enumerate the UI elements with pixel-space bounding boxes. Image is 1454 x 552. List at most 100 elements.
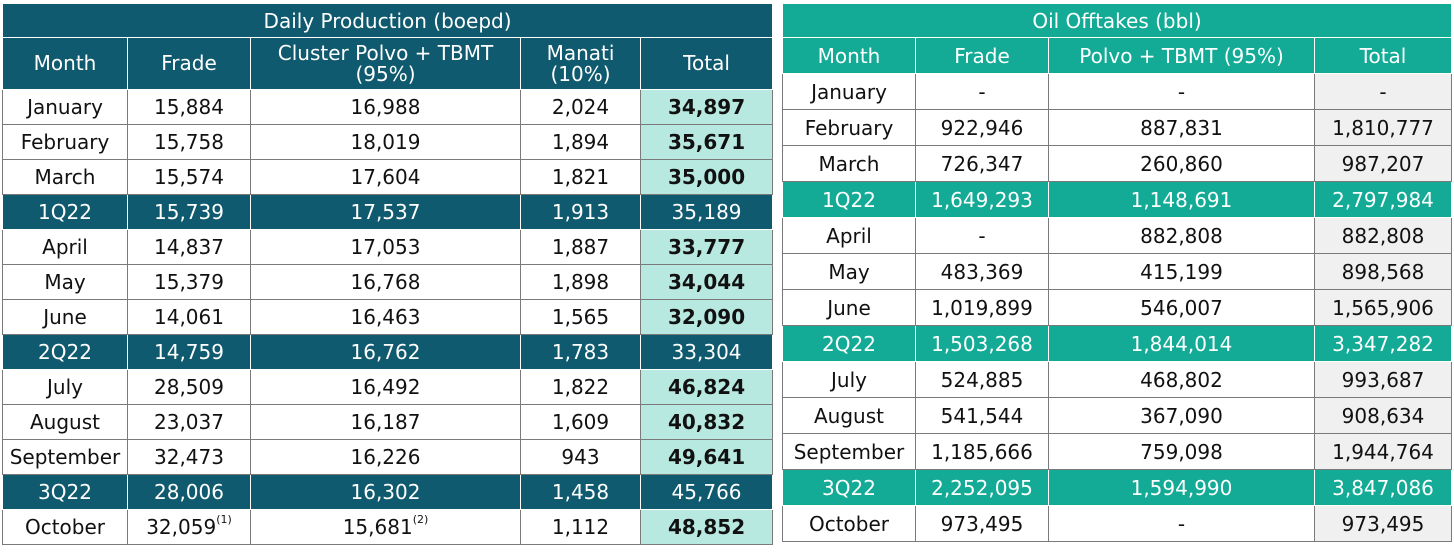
production-cell: 1,458 xyxy=(520,474,641,510)
offtakes-cell-value: - xyxy=(1177,79,1186,104)
offtakes-cell-value: 524,885 xyxy=(940,367,1024,392)
production-cell: 34,044 xyxy=(639,264,774,300)
production-cell-value: 16,762 xyxy=(350,340,421,364)
production-header-3: Manati (10%) xyxy=(520,37,641,90)
offtakes-cell-value: 367,090 xyxy=(1140,403,1223,428)
production-table-row: October 32,059(1) 15,681(2) 1,112 48,852 xyxy=(2,509,774,545)
production-cell-value: 1Q22 xyxy=(38,200,92,224)
offtakes-cell-value: 987,207 xyxy=(1341,151,1425,176)
production-cell-value: 16,492 xyxy=(350,375,421,399)
offtakes-cell-value: 1,019,899 xyxy=(931,295,1033,320)
production-cell: March xyxy=(2,159,128,195)
offtakes-cell: 1,649,293 xyxy=(915,181,1049,218)
offtakes-cell: 1,148,691 xyxy=(1048,181,1315,218)
production-cell-value: March xyxy=(34,165,96,189)
offtakes-cell-value: 2,797,984 xyxy=(1332,187,1434,212)
offtakes-cell-value: 1,565,906 xyxy=(1332,295,1434,320)
production-cell-value: 16,302 xyxy=(350,480,421,504)
production-cell-value: 33,777 xyxy=(667,235,746,259)
production-cell: 33,304 xyxy=(639,334,774,370)
production-table-row: April 14,837 17,053 1,887 33,777 xyxy=(2,229,774,265)
offtakes-cell: July xyxy=(782,361,916,398)
production-cell: 15,739 xyxy=(127,194,251,230)
production-cell-value: 16,988 xyxy=(350,95,421,119)
production-quarter-row: 3Q22 28,006 16,302 1,458 45,766 xyxy=(2,474,774,510)
offtakes-cell: 1,594,990 xyxy=(1048,469,1315,506)
production-cell-value: 33,304 xyxy=(671,340,742,364)
production-cell: 15,758 xyxy=(127,124,251,160)
offtakes-cell: 3,847,086 xyxy=(1313,469,1453,506)
production-header-0: Month xyxy=(2,37,128,90)
offtakes-cell-value: 1Q22 xyxy=(822,187,876,212)
offtakes-cell: 2,797,984 xyxy=(1313,181,1453,218)
production-cell: 32,473 xyxy=(127,439,251,475)
production-cell: 2Q22 xyxy=(2,334,128,370)
offtakes-cell-value: 898,568 xyxy=(1341,259,1425,284)
production-cell-value: 16,768 xyxy=(350,270,421,294)
offtakes-cell-value: September xyxy=(793,439,905,464)
production-table-row: May 15,379 16,768 1,898 34,044 xyxy=(2,264,774,300)
offtakes-cell-value: 3,347,282 xyxy=(1332,331,1434,356)
production-cell-value: October xyxy=(24,515,106,539)
production-cell-value: 14,837 xyxy=(154,235,224,259)
production-cell-value: 943 xyxy=(561,445,600,469)
offtakes-header-2: Polvo + TBMT (95%) xyxy=(1048,37,1315,74)
production-cell: 40,832 xyxy=(639,404,774,440)
offtakes-cell: 882,808 xyxy=(1048,217,1315,254)
offtakes-cell-value: 1,844,014 xyxy=(1130,331,1233,356)
production-cell-value: September xyxy=(9,445,121,469)
offtakes-cell: 2,252,095 xyxy=(915,469,1049,506)
offtakes-cell-value: 973,495 xyxy=(1341,511,1425,536)
offtakes-cell: September xyxy=(782,433,916,470)
production-cell: 1,609 xyxy=(520,404,641,440)
production-cell: 943 xyxy=(520,439,641,475)
production-header-1: Frade xyxy=(127,37,251,90)
offtakes-cell: April xyxy=(782,217,916,254)
production-cell-value: 2,024 xyxy=(551,95,610,119)
production-cell: 17,537 xyxy=(250,194,521,230)
production-cell: 46,824 xyxy=(639,369,774,405)
production-cell-value: 1,898 xyxy=(551,270,610,294)
production-cell-value: 18,019 xyxy=(350,130,421,154)
offtakes-cell-value: 2,252,095 xyxy=(931,475,1033,500)
offtakes-cell-value: - xyxy=(978,79,986,104)
production-cell: June xyxy=(2,299,128,335)
offtakes-header-0: Month xyxy=(782,37,916,74)
production-table-row: February 15,758 18,019 1,894 35,671 xyxy=(2,124,774,160)
production-cell: April xyxy=(2,229,128,265)
offtakes-quarter-row: 3Q22 2,252,095 1,594,990 3,847,086 xyxy=(782,469,1453,506)
production-cell: 49,641 xyxy=(639,439,774,475)
offtakes-cell: February xyxy=(782,109,916,146)
offtakes-cell: 973,495 xyxy=(1313,505,1453,542)
production-cell: October xyxy=(2,509,128,545)
production-cell-value: 1,112 xyxy=(551,515,610,539)
offtakes-cell-value: 2Q22 xyxy=(822,331,876,356)
production-cell: September xyxy=(2,439,128,475)
production-cell-value: 35,189 xyxy=(671,200,742,224)
production-cell-value: 1,783 xyxy=(551,340,610,364)
offtakes-cell-value: 468,802 xyxy=(1140,367,1223,392)
offtakes-table-row: October 973,495 - 973,495 xyxy=(782,505,1453,542)
production-cell: 1,783 xyxy=(520,334,641,370)
production-cell: 1,898 xyxy=(520,264,641,300)
offtakes-cell: 887,831 xyxy=(1048,109,1315,146)
production-cell: 28,006 xyxy=(127,474,251,510)
offtakes-cell: May xyxy=(782,253,916,290)
offtakes-cell: 1,185,666 xyxy=(915,433,1049,470)
production-table-row: March 15,574 17,604 1,821 35,000 xyxy=(2,159,774,195)
production-cell-value: 45,766 xyxy=(671,480,742,504)
production-cell-value: January xyxy=(27,95,103,119)
offtakes-cell: 898,568 xyxy=(1313,253,1453,290)
production-cell-value: 17,053 xyxy=(350,235,421,259)
production-cell-value: 35,671 xyxy=(667,130,746,154)
production-cell-value: 15,884 xyxy=(154,95,224,119)
production-cell-value: 32,059 xyxy=(146,515,217,539)
offtakes-cell: October xyxy=(782,505,916,542)
offtakes-cell-value: - xyxy=(1379,79,1387,104)
production-cell-value: 14,061 xyxy=(154,305,224,329)
offtakes-header-3: Total xyxy=(1313,37,1453,74)
offtakes-table-row: September 1,185,666 759,098 1,944,764 xyxy=(782,433,1453,470)
offtakes-cell-value: April xyxy=(826,223,872,248)
offtakes-cell: 1,019,899 xyxy=(915,289,1049,326)
production-cell: 16,187 xyxy=(250,404,521,440)
